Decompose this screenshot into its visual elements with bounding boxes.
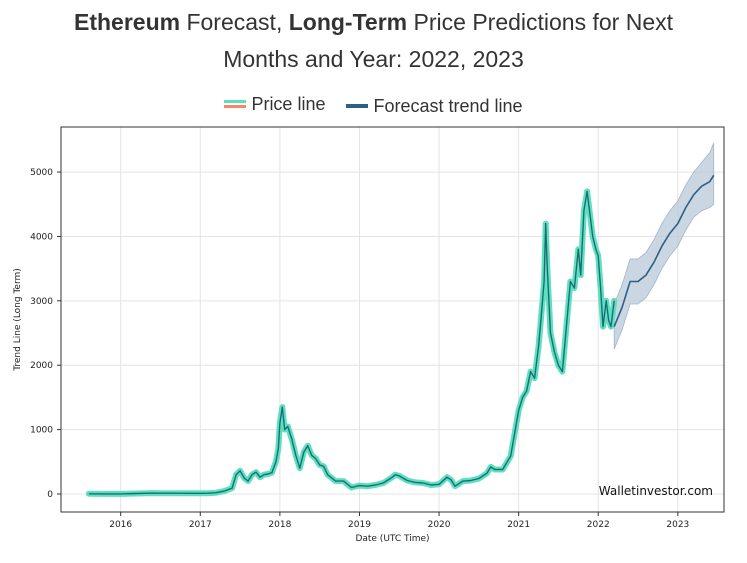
legend-item-price[interactable]: Price line <box>224 94 325 115</box>
plot-frame <box>60 126 725 513</box>
forecast-confidence-band <box>613 142 715 350</box>
legend-item-forecast[interactable]: Forecast trend line <box>346 95 523 117</box>
grid-layer <box>61 127 724 512</box>
series-layer <box>85 174 715 497</box>
forecast-line-swatch <box>346 104 369 108</box>
x-tick-label: 2019 <box>348 520 371 530</box>
x-tick-label: 2023 <box>666 520 689 530</box>
title-text-forecast: Forecast, <box>180 9 289 35</box>
title-line-2: Months and Year: 2022, 2023 <box>223 46 524 72</box>
legend-forecast-label: Forecast trend line <box>373 95 523 116</box>
x-axis-label: Date (UTC Time) <box>355 534 429 544</box>
x-tick-label: 2021 <box>507 520 530 530</box>
x-tick-label: 2017 <box>189 520 212 530</box>
x-tick-label: 2016 <box>109 520 132 530</box>
y-axis-label: Trend Line (Long Term) <box>13 268 23 372</box>
watermark: Walletinvestor.com <box>599 484 713 498</box>
x-tick-label: 2020 <box>428 520 451 530</box>
chart-legend: Price line Forecast trend line <box>0 92 747 117</box>
price-line-swatch <box>224 100 247 108</box>
y-tick-label: 5000 <box>30 168 53 178</box>
forecast-band-layer <box>613 142 715 350</box>
title-bold-ethereum: Ethereum <box>73 9 181 35</box>
title-bold-long-term: Long-Term <box>288 9 408 35</box>
x-tick-label: 2018 <box>268 520 291 530</box>
x-tick-label: 2022 <box>587 520 610 530</box>
title-text-predictions: Price Predictions for Next <box>407 9 674 35</box>
y-tick-label: 0 <box>47 490 53 500</box>
chart-title: Ethereum Forecast, Long-Term Price Predi… <box>0 4 747 78</box>
y-tick-label: 1000 <box>30 426 53 436</box>
tick-layer: 2016 2017 2018 2019 2020 2021 2022 2023 0 1000 200… <box>30 168 689 530</box>
y-tick-label: 2000 <box>30 361 53 371</box>
legend-price-label: Price line <box>251 93 326 114</box>
y-tick-label: 4000 <box>30 232 53 242</box>
forecast-trend-line <box>613 174 715 327</box>
price-line <box>88 190 615 495</box>
y-tick-label: 3000 <box>30 297 53 307</box>
